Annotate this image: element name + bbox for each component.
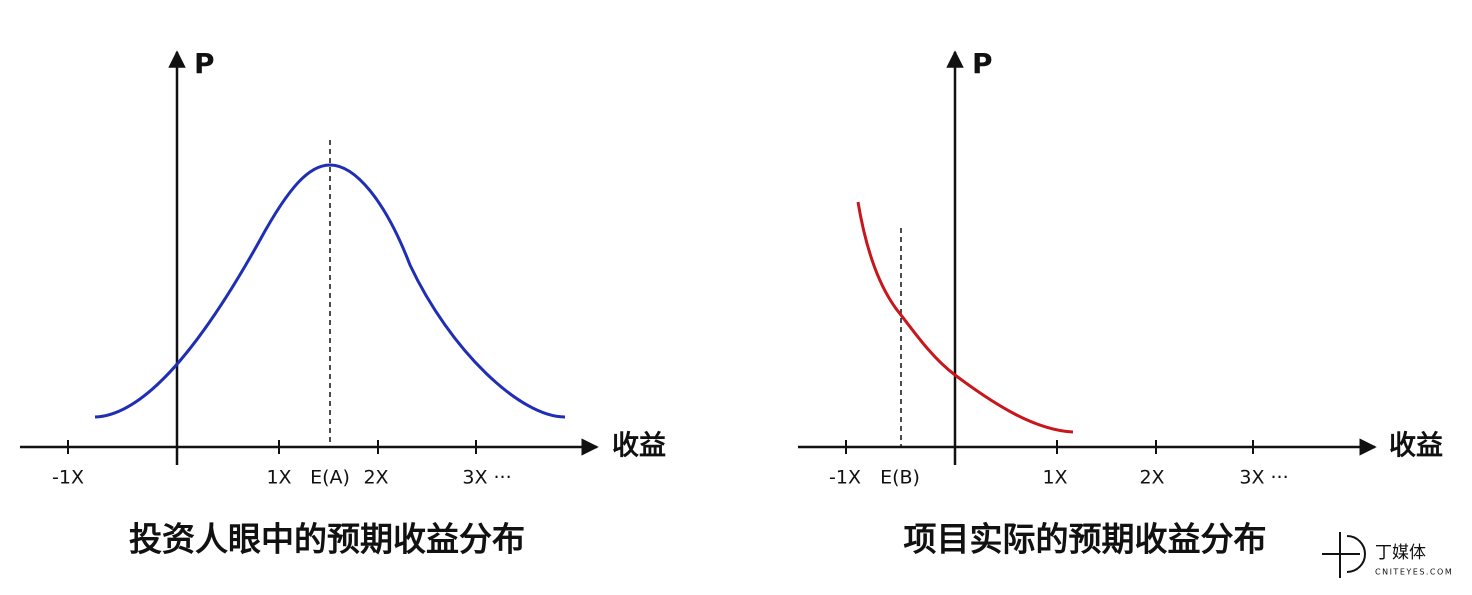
y-axis-label: P	[972, 47, 993, 80]
caption: 项目实际的预期收益分布	[904, 520, 1267, 559]
y-axis-label: P	[194, 47, 215, 80]
tick-marks	[67, 440, 477, 454]
left-panel: P 收益 -1X 1X E(A) 2X 3X ··· 投资人眼中的预期收益分布	[20, 47, 666, 559]
tick-label: 2X	[1139, 467, 1164, 489]
tick-label: E(B)	[880, 467, 920, 489]
decay-curve	[856, 201, 1074, 434]
logo-url: CNITEYES.COM	[1375, 568, 1453, 577]
tick-label: 2X	[363, 467, 388, 489]
logo: 丁媒体 CNITEYES.COM	[1322, 532, 1453, 578]
right-panel: P 收益 -1X E(B) 1X 2X 3X ··· 项目实际的预期收益分布	[798, 47, 1443, 559]
bell-curve	[94, 163, 566, 419]
logo-mark	[1346, 535, 1366, 573]
tick-marks	[845, 440, 1254, 454]
tick-label: E(A)	[310, 467, 350, 489]
tick-label: 1X	[266, 467, 291, 489]
tick-label: 3X ···	[462, 467, 511, 489]
tick-label: -1X	[52, 467, 84, 489]
tick-label: 1X	[1042, 467, 1067, 489]
x-axis-label: 收益	[1389, 431, 1443, 462]
logo-name: 丁媒体	[1375, 543, 1426, 563]
tick-label: -1X	[829, 467, 861, 489]
tick-label: 3X ···	[1239, 467, 1288, 489]
caption: 投资人眼中的预期收益分布	[129, 520, 525, 559]
x-axis-label: 收益	[612, 431, 666, 462]
